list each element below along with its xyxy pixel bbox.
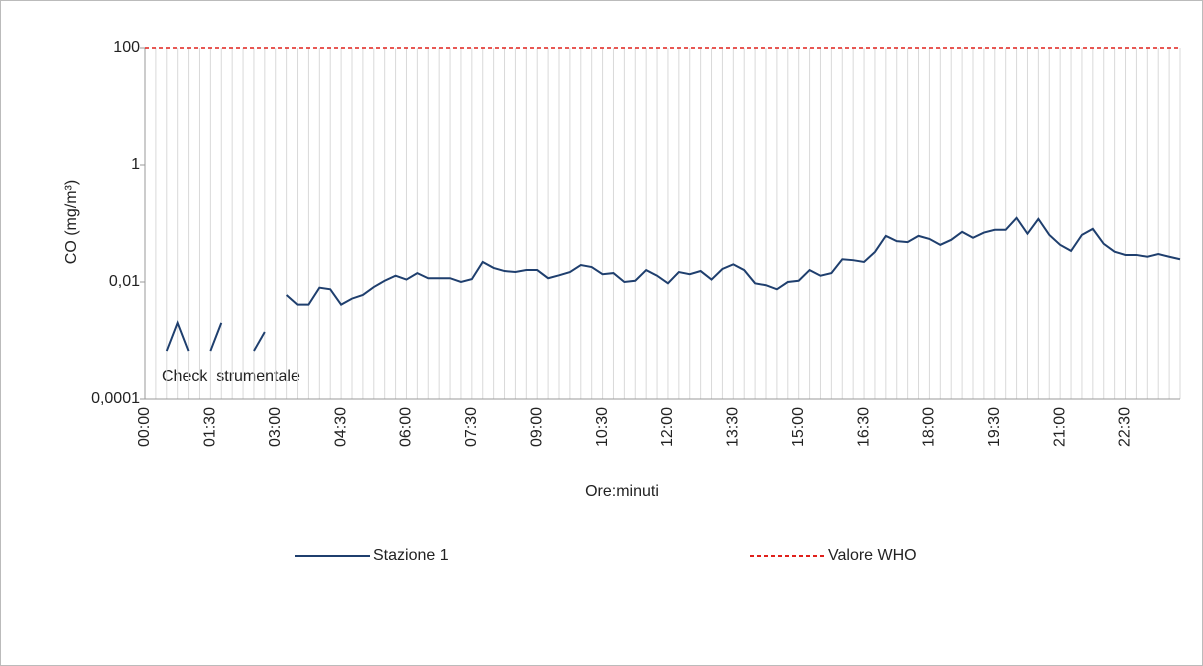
x-tick-label: 18:00 (921, 407, 938, 447)
x-axis-label: Ore:minuti (585, 483, 659, 500)
series-line (209, 322, 223, 352)
legend-label: Stazione 1 (373, 547, 449, 564)
series-line (253, 331, 266, 352)
x-tick-label: 22:30 (1117, 407, 1134, 447)
x-tick-label: 12:00 (659, 407, 676, 447)
y-tick-label: 1 (131, 156, 140, 173)
annotation: Check strumentale (162, 368, 300, 385)
x-tick-label: 01:30 (202, 407, 219, 447)
x-tick-label: 15:00 (790, 407, 807, 447)
legend-label: Valore WHO (828, 547, 917, 564)
series-line (285, 216, 1181, 306)
x-tick-label: 16:30 (855, 407, 872, 447)
x-tick-label: 03:00 (267, 407, 284, 447)
series-line (165, 320, 190, 352)
x-tick-label: 13:30 (725, 407, 742, 447)
x-tick-label: 09:00 (528, 407, 545, 447)
x-tick-label: 07:30 (463, 407, 480, 447)
y-tick-label: 100 (113, 39, 140, 56)
y-tick-label: 0,01 (109, 273, 140, 290)
x-tick-label: 10:30 (594, 407, 611, 447)
x-tick-label: 19:30 (986, 407, 1003, 447)
y-axis-label: CO (mg/m³) (63, 180, 80, 264)
y-tick-label: 0,0001 (91, 390, 140, 407)
x-tick-label: 04:30 (332, 407, 349, 447)
x-tick-label: 06:00 (398, 407, 415, 447)
x-tick-label: 00:00 (136, 407, 153, 447)
x-tick-label: 21:00 (1051, 407, 1068, 447)
